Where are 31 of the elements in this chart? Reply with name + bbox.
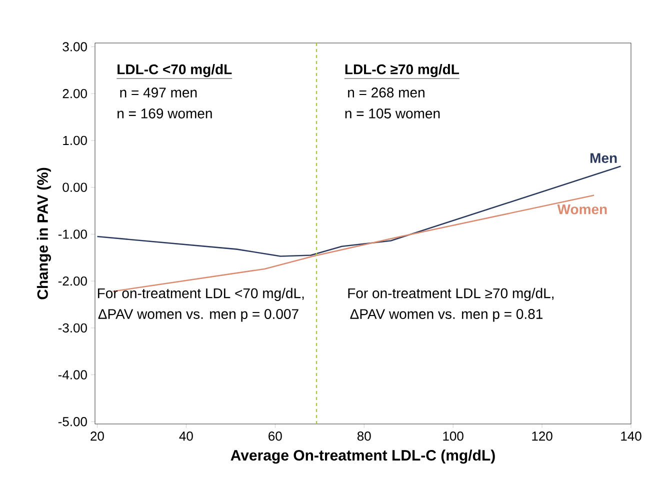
annotation: n = 268 men: [348, 88, 424, 98]
annotation: ΔPAV women vs. men p = 0.81: [350, 309, 542, 322]
y-tick-label: -3.00: [58, 323, 87, 333]
series-label: Men: [590, 153, 617, 164]
annotation: n = 169 women: [118, 108, 212, 118]
x-tick-label: 60: [268, 432, 282, 441]
x-tick-label: 40: [179, 432, 193, 441]
y-axis-title: Change in PAV (%): [36, 168, 51, 300]
x-tick-label: 100: [443, 432, 464, 441]
series-label: Women: [557, 204, 607, 214]
annotation: n = 497 men: [120, 88, 197, 98]
y-tick-label: -1.00: [58, 230, 87, 239]
y-tick-label: 2.00: [62, 89, 87, 98]
y-tick-label: -4.00: [58, 370, 87, 380]
x-axis-title: Average On-treatment LDL-C (mg/dL): [230, 450, 495, 464]
x-tick-label: 20: [90, 432, 104, 441]
line-series: [96, 166, 622, 257]
y-tick-label: -5.00: [58, 417, 87, 426]
x-tick-label: 120: [532, 432, 552, 441]
x-tick-label: 80: [357, 432, 371, 441]
annotation: n = 105 women: [345, 108, 440, 118]
annotation: For on-treatment LDL <70 mg/dL,: [98, 288, 304, 301]
x-tick-label: 140: [621, 432, 642, 441]
annotation: ΔPAV women vs. men p = 0.007: [98, 309, 298, 322]
y-tick-label: 1.00: [63, 136, 87, 146]
y-tick-label: 3.00: [62, 42, 87, 52]
annotation: For on-treatment LDL ≥70 mg/dL,: [348, 288, 554, 301]
annotation: LDL-C ≥70 mg/dL: [345, 64, 460, 78]
y-tick-label: -2.00: [58, 276, 87, 286]
annotation: LDL-C <70 mg/dL: [118, 64, 232, 78]
y-tick-label: 0.00: [62, 182, 87, 192]
